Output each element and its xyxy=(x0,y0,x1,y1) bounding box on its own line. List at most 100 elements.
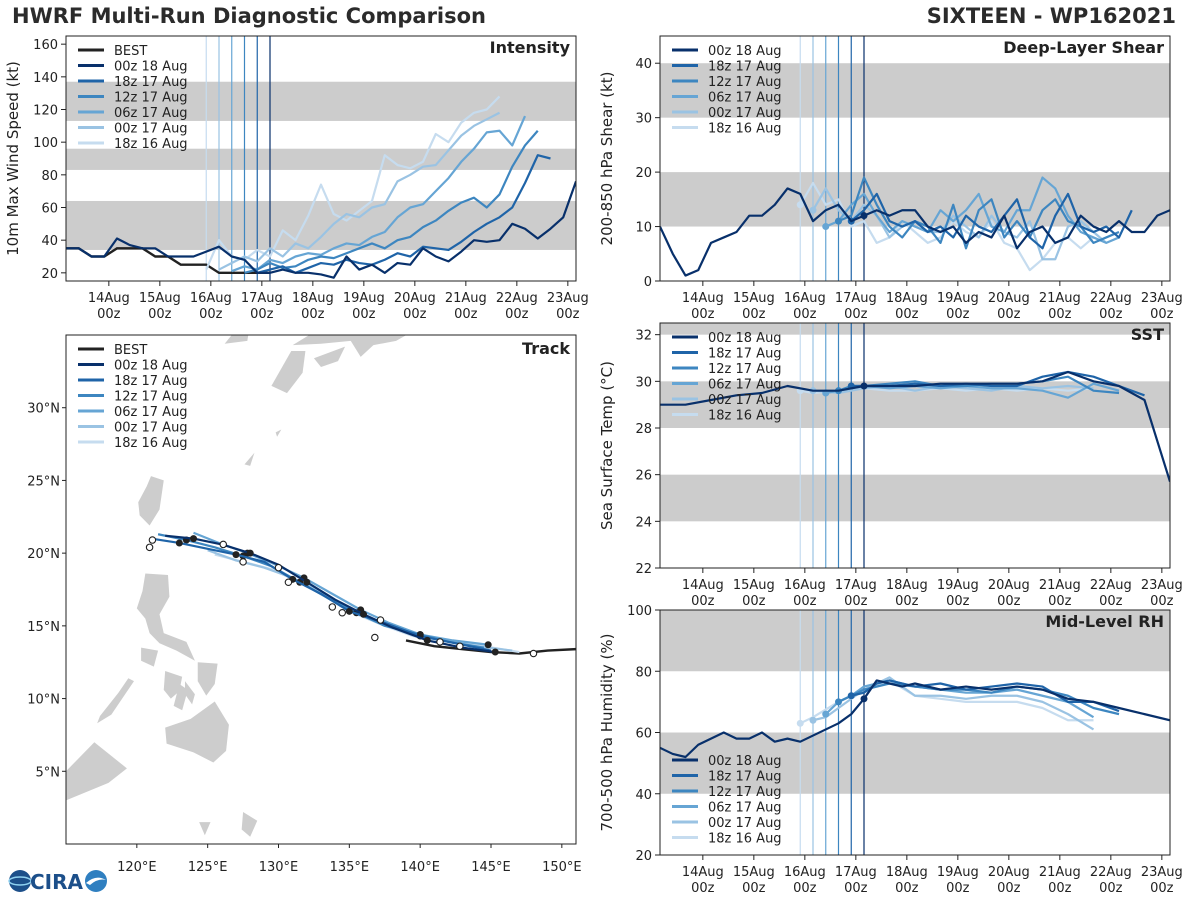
legend-label: 00z 17 Aug xyxy=(708,816,782,831)
land-halmahera xyxy=(241,812,258,837)
legend-label: 12z 17 Aug xyxy=(114,91,188,106)
cira-logo: CIRA xyxy=(8,870,107,894)
x-tick-label: 00z xyxy=(844,594,868,609)
x-tick-label: 135°E xyxy=(330,860,370,875)
land-mindoro xyxy=(141,647,159,667)
track-line-1 xyxy=(150,537,492,652)
x-tick-label: 21Aug xyxy=(1039,291,1081,306)
panel-title: SST xyxy=(1131,325,1164,344)
x-tick-label: 23Aug xyxy=(1141,291,1183,306)
legend-label: 12z 17 Aug xyxy=(708,75,782,90)
x-tick-label: 00z xyxy=(844,307,868,322)
x-tick-label: 00z xyxy=(1099,881,1123,896)
x-tick-label: 140°E xyxy=(400,860,440,875)
init-marker xyxy=(835,698,842,706)
track-line-4 xyxy=(207,549,513,652)
y-tick-label: 26 xyxy=(635,469,652,484)
x-tick-label: 23Aug xyxy=(1141,578,1183,593)
x-tick-label: 15Aug xyxy=(139,291,181,306)
series-line-0 xyxy=(660,370,1170,482)
legend-label: 00z 17 Aug xyxy=(708,106,782,121)
series-line-1 xyxy=(850,192,1133,250)
y-axis-label: 700-500 hPa Humidity (%) xyxy=(598,633,616,831)
x-tick-label: 00z xyxy=(1150,307,1174,322)
legend-label: 06z 17 Aug xyxy=(708,91,782,106)
legend-label: 00z 18 Aug xyxy=(708,44,782,59)
init-marker xyxy=(796,719,804,727)
track-point-open xyxy=(529,649,538,658)
x-tick-label: 20Aug xyxy=(988,291,1030,306)
init-marker xyxy=(809,206,817,214)
x-tick-label: 16Aug xyxy=(190,291,232,306)
x-tick-label: 00z xyxy=(793,307,817,322)
panel-frame xyxy=(659,322,1171,569)
y-tick-label: 160 xyxy=(33,38,58,53)
y-tick-label: 10 xyxy=(635,221,652,236)
track-point-filled xyxy=(246,549,254,557)
x-tick-label: 00z xyxy=(895,881,919,896)
x-tick-label: 00z xyxy=(946,307,970,322)
x-tick-label: 00z xyxy=(1048,881,1072,896)
noaa-bird-icon xyxy=(86,877,106,885)
x-tick-label: 00z xyxy=(997,881,1021,896)
x-tick-label: 16Aug xyxy=(784,578,826,593)
x-tick-label: 00z xyxy=(556,307,580,322)
shaded-band xyxy=(66,81,576,121)
x-tick-label: 00z xyxy=(793,594,817,609)
series-line-2 xyxy=(244,130,539,274)
x-tick-label: 00z xyxy=(895,307,919,322)
series-line-2 xyxy=(838,176,1120,250)
x-tick-label: 00z xyxy=(148,307,172,322)
y-tick-label: 60 xyxy=(41,202,58,217)
x-tick-label: 00z xyxy=(997,307,1021,322)
x-tick-label: 18Aug xyxy=(292,291,334,306)
land-cebu xyxy=(185,681,195,705)
land-samar-leyte xyxy=(197,662,218,696)
y-tick-label: 25°N xyxy=(27,474,60,489)
x-tick-label: 150°E xyxy=(542,860,582,875)
series-line-3 xyxy=(231,115,527,273)
x-tick-label: 00z xyxy=(352,307,376,322)
series-line-0 xyxy=(660,679,1170,759)
x-tick-label: 00z xyxy=(301,307,325,322)
x-tick-label: 00z xyxy=(454,307,478,322)
x-tick-label: 22Aug xyxy=(1090,578,1132,593)
x-tick-label: 00z xyxy=(946,594,970,609)
y-tick-label: 28 xyxy=(635,422,652,437)
x-tick-label: 20Aug xyxy=(394,291,436,306)
track-point-filled xyxy=(491,648,499,656)
track-point-filled xyxy=(175,539,183,547)
track-point-open xyxy=(436,638,444,646)
track-point-open xyxy=(274,563,283,572)
legend-label: 00z 17 Aug xyxy=(114,122,188,137)
legend-label: 12z 17 Aug xyxy=(114,390,188,405)
shaded-band xyxy=(660,732,1170,794)
y-tick-label: 5°N xyxy=(36,765,61,780)
track-line-5 xyxy=(214,553,520,654)
legend-label: BEST xyxy=(114,343,147,358)
x-tick-label: 00z xyxy=(742,881,766,896)
legend-label: 06z 17 Aug xyxy=(708,378,782,393)
cira-orbit-icon xyxy=(8,876,32,886)
y-tick-label: 40 xyxy=(41,234,58,249)
track-point-filled xyxy=(360,610,367,618)
legend-label: 18z 16 Aug xyxy=(114,137,188,152)
track-point-filled xyxy=(303,578,311,586)
x-tick-label: 20Aug xyxy=(988,865,1030,880)
x-tick-label: 17Aug xyxy=(835,865,877,880)
panel-sst: 22242628303214Aug00z15Aug00z16Aug00z17Au… xyxy=(598,322,1183,609)
y-tick-label: 20 xyxy=(41,267,58,282)
figure-title: HWRF Multi-Run Diagnostic Comparison xyxy=(12,4,487,28)
y-tick-label: 100 xyxy=(627,604,652,619)
track-line-0 xyxy=(165,534,496,654)
panel-title: Mid-Level RH xyxy=(1045,612,1164,631)
series-line-0 xyxy=(660,187,1170,277)
y-tick-label: 30 xyxy=(635,375,652,390)
x-tick-label: 00z xyxy=(1099,307,1123,322)
x-tick-label: 14Aug xyxy=(88,291,130,306)
legend-label: 18z 16 Aug xyxy=(114,436,188,451)
x-tick-label: 18Aug xyxy=(886,578,928,593)
x-tick-label: 19Aug xyxy=(937,865,979,880)
